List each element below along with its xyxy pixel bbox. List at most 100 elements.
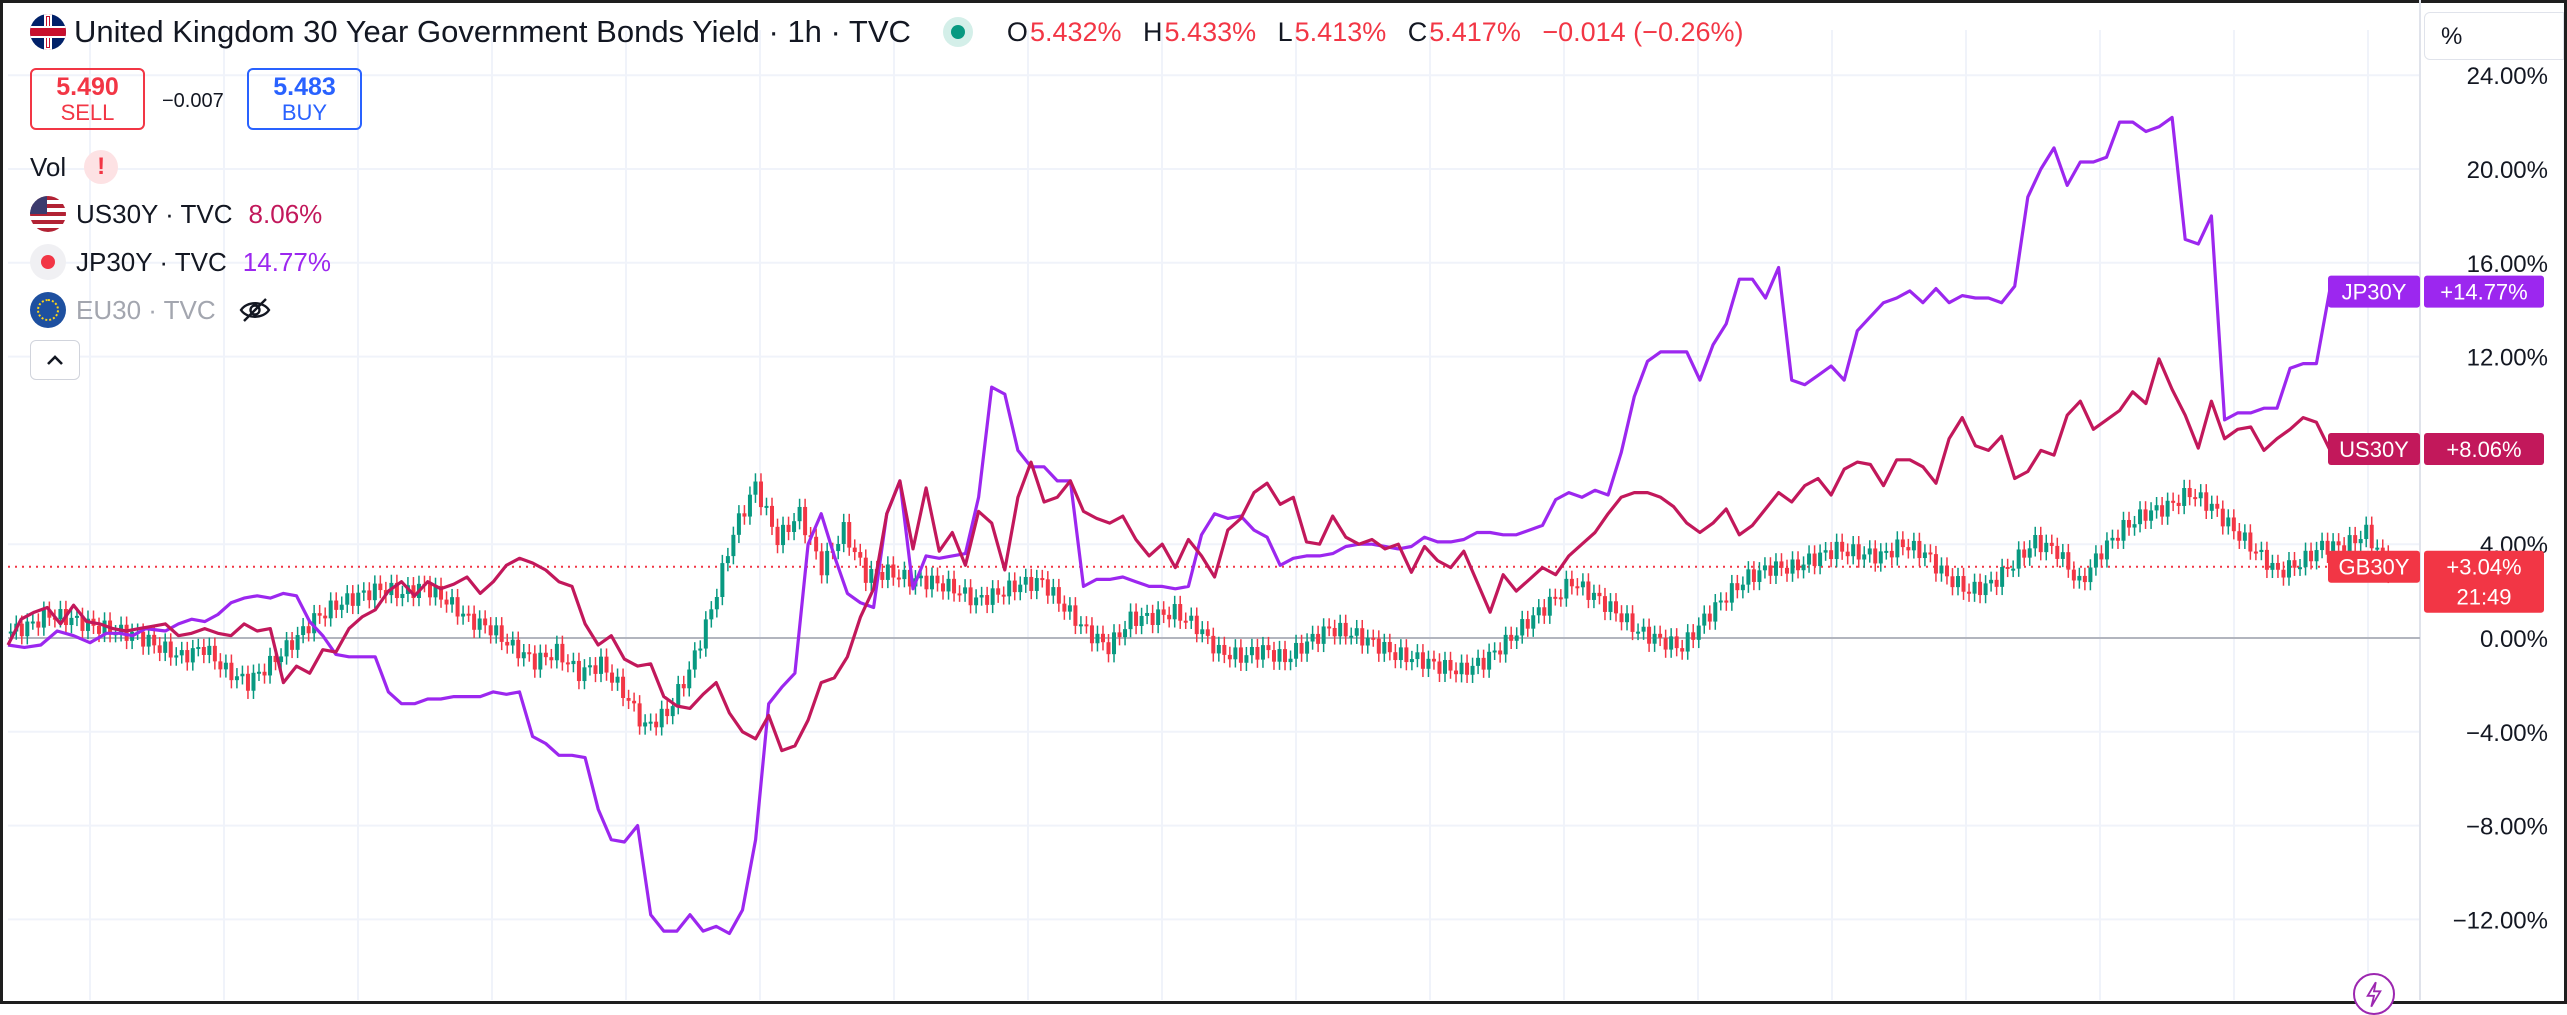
open-label: O [1006, 16, 1028, 47]
candle-body [1106, 642, 1111, 655]
candle-body [1751, 569, 1756, 582]
candle-body [124, 624, 129, 641]
candle-body [527, 652, 532, 655]
candle-body [2138, 509, 2143, 525]
candle-body [1398, 647, 1403, 661]
candle-body [841, 522, 846, 544]
candle-body [1316, 633, 1321, 644]
price-label-value-bg [2424, 275, 2544, 308]
candle-body [2127, 519, 2132, 528]
market-status-dot[interactable] [950, 25, 965, 39]
candle-body [2033, 535, 2038, 549]
candle-body [8, 631, 13, 634]
buy-button[interactable]: 5.483 BUY [247, 68, 362, 130]
candle-body [2364, 524, 2369, 540]
open-value: 5.432% [1029, 16, 1122, 47]
lightning-icon[interactable] [2353, 973, 2395, 1015]
candle-body [1073, 605, 1078, 626]
candle-body [306, 626, 311, 634]
candle-body [941, 583, 946, 592]
candle-body [2226, 517, 2231, 527]
candle-body [1001, 594, 1006, 597]
volume-legend[interactable]: Vol ! [30, 150, 119, 184]
candle-body [444, 599, 449, 605]
candle-body [1382, 641, 1387, 654]
candle-body [891, 564, 896, 578]
candle-body [1156, 609, 1161, 626]
candle-body [1211, 635, 1216, 654]
price-label-value-bg [2424, 432, 2544, 465]
candle-body [157, 645, 162, 653]
candle-body [1917, 540, 1922, 559]
candle-body [996, 588, 1001, 595]
candle-body [1613, 601, 1618, 614]
price-label-symbol: JP30Y [2342, 280, 2407, 305]
price-label-gb30y[interactable]: GB30Y +3.04% 21:49 [2328, 550, 2544, 613]
candle-body [1238, 647, 1243, 663]
candle-body [212, 645, 217, 662]
candle-body [1735, 583, 1740, 591]
legend-series-us30y[interactable]: US30Y · TVC 8.06% [30, 196, 322, 232]
candle-body [676, 684, 681, 707]
candle-body [1393, 652, 1398, 661]
candle-body [323, 615, 328, 619]
eye-off-icon[interactable] [238, 296, 272, 324]
candle-body [1658, 633, 1663, 638]
candle-body [587, 665, 592, 668]
symbol-title[interactable]: United Kingdom 30 Year Government Bonds … [74, 14, 911, 49]
candle-body [394, 582, 399, 599]
candle-body [439, 585, 444, 600]
candle-body [2027, 548, 2032, 558]
warning-icon[interactable]: ! [84, 150, 119, 184]
candle-body [1602, 596, 1607, 612]
price-label-us30y[interactable]: US30Y +8.06% [2328, 432, 2544, 465]
legend-series-jp30y[interactable]: JP30Y · TVC 14.77% [30, 244, 331, 280]
price-scale-mode-button[interactable]: % [2424, 12, 2564, 60]
candle-body [963, 587, 968, 594]
candle-body [1476, 657, 1481, 666]
price-label-jp30y[interactable]: JP30Y +14.77% [2328, 275, 2544, 308]
series-line-jp30y [7, 115, 2332, 936]
candle-body [2281, 569, 2286, 578]
candle-body [543, 652, 548, 658]
candle-body [2336, 541, 2341, 546]
candle-body [1067, 605, 1072, 612]
candle-body [1343, 622, 1348, 637]
candle-body [604, 656, 609, 673]
candle-body [477, 618, 482, 630]
sell-button[interactable]: 5.490 SELL [30, 68, 145, 130]
candle-body [863, 557, 868, 583]
candle-body [1757, 570, 1762, 582]
collapse-legend-button[interactable] [30, 340, 80, 380]
candle-body [2286, 560, 2291, 578]
candle-body [2259, 549, 2264, 553]
candle-body [1200, 629, 1205, 635]
candle-body [632, 700, 637, 704]
candle-body [1183, 620, 1188, 623]
candle-body [1023, 576, 1028, 585]
candle-body [411, 585, 416, 599]
candle-body [698, 648, 703, 651]
candle-body [494, 625, 499, 636]
candle-body [952, 578, 957, 594]
candle-body [30, 621, 35, 624]
unit-label: % [2441, 23, 2463, 50]
candle-body [797, 506, 802, 522]
candle-body [1448, 660, 1453, 671]
candle-body [1012, 580, 1017, 593]
candle-body [2000, 566, 2005, 587]
legend-series-eu30[interactable]: EU30 · TVC [30, 292, 272, 328]
y-tick-label: 20.00% [2467, 157, 2548, 184]
candle-body [168, 641, 173, 658]
candle-body [615, 676, 620, 683]
candle-body [2209, 503, 2214, 511]
candle-body [2314, 550, 2319, 562]
candle-body [1834, 541, 1839, 560]
candle-body [1922, 552, 1927, 559]
candle-body [1310, 633, 1315, 642]
candle-body [714, 596, 719, 610]
candle-body [538, 652, 543, 670]
candle-body [58, 609, 63, 620]
candle-body [709, 609, 714, 620]
